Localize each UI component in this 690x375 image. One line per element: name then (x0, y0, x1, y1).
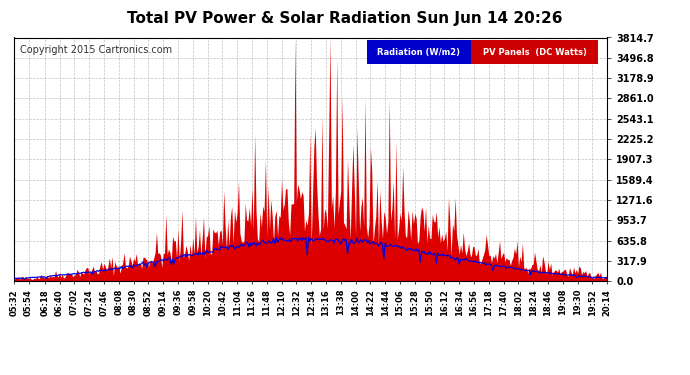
Text: Total PV Power & Solar Radiation Sun Jun 14 20:26: Total PV Power & Solar Radiation Sun Jun… (127, 11, 563, 26)
Bar (367, 40, 471, 64)
Text: Radiation (W/m2): Radiation (W/m2) (377, 48, 460, 57)
Bar (471, 40, 598, 64)
Text: PV Panels  (DC Watts): PV Panels (DC Watts) (482, 48, 586, 57)
Text: Copyright 2015 Cartronics.com: Copyright 2015 Cartronics.com (20, 45, 172, 55)
